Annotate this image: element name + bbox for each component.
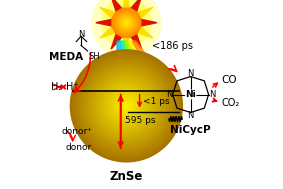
Text: N: N	[187, 111, 194, 120]
Circle shape	[118, 14, 135, 31]
Circle shape	[113, 93, 140, 119]
Polygon shape	[132, 35, 142, 49]
Text: <186 ps: <186 ps	[152, 41, 193, 51]
Polygon shape	[123, 0, 129, 7]
Text: CO₂: CO₂	[222, 98, 240, 108]
Circle shape	[117, 96, 136, 115]
Text: H⁺: H⁺	[66, 82, 78, 92]
Circle shape	[75, 55, 177, 157]
Text: N: N	[209, 90, 215, 99]
Polygon shape	[142, 20, 157, 26]
Polygon shape	[111, 0, 121, 11]
Circle shape	[79, 59, 174, 153]
Circle shape	[87, 66, 166, 146]
Circle shape	[123, 19, 130, 26]
Circle shape	[92, 72, 160, 140]
Circle shape	[74, 53, 179, 159]
Circle shape	[102, 81, 151, 130]
Circle shape	[121, 17, 132, 28]
Circle shape	[116, 12, 137, 33]
Circle shape	[124, 21, 128, 25]
Text: <1 ps: <1 ps	[143, 97, 170, 106]
Circle shape	[104, 83, 149, 129]
Circle shape	[81, 60, 172, 151]
Circle shape	[112, 8, 142, 38]
Text: SH: SH	[88, 52, 100, 61]
Polygon shape	[125, 41, 134, 54]
Polygon shape	[128, 41, 140, 54]
Circle shape	[110, 7, 142, 39]
Circle shape	[77, 57, 175, 155]
Circle shape	[100, 79, 153, 132]
Text: N: N	[166, 90, 172, 99]
Polygon shape	[121, 41, 128, 54]
Circle shape	[119, 15, 134, 30]
Circle shape	[91, 0, 162, 58]
Text: ZnSe: ZnSe	[110, 170, 143, 183]
Circle shape	[125, 22, 127, 24]
Circle shape	[96, 76, 156, 136]
Polygon shape	[111, 35, 121, 49]
Polygon shape	[100, 28, 114, 38]
Circle shape	[125, 104, 128, 108]
Circle shape	[98, 77, 155, 134]
Circle shape	[122, 18, 131, 27]
Circle shape	[94, 74, 158, 138]
Circle shape	[91, 70, 162, 142]
Text: CO: CO	[222, 75, 237, 85]
Circle shape	[120, 16, 133, 29]
Polygon shape	[117, 41, 123, 54]
Text: MEDA: MEDA	[49, 52, 83, 62]
Circle shape	[111, 91, 142, 121]
Text: 595 ps: 595 ps	[125, 116, 156, 125]
Polygon shape	[100, 7, 114, 17]
Text: Ni: Ni	[185, 90, 196, 99]
Polygon shape	[138, 7, 153, 17]
Polygon shape	[123, 38, 129, 53]
Circle shape	[101, 0, 152, 48]
Circle shape	[123, 102, 130, 110]
Circle shape	[119, 98, 134, 113]
Text: N: N	[187, 69, 194, 78]
Circle shape	[121, 100, 132, 112]
Polygon shape	[96, 20, 111, 26]
Circle shape	[70, 49, 183, 163]
Polygon shape	[132, 0, 142, 11]
Text: donor: donor	[66, 143, 92, 152]
Text: NiCycP: NiCycP	[170, 125, 211, 135]
Circle shape	[115, 11, 138, 34]
Circle shape	[115, 94, 138, 117]
Circle shape	[89, 68, 164, 144]
Text: H₂: H₂	[51, 82, 62, 92]
Circle shape	[85, 64, 168, 147]
Circle shape	[112, 9, 140, 37]
Circle shape	[109, 89, 143, 123]
Circle shape	[72, 51, 181, 161]
Circle shape	[117, 13, 136, 32]
Circle shape	[113, 10, 139, 36]
Circle shape	[83, 62, 170, 149]
Text: donor⁺: donor⁺	[61, 127, 92, 136]
Text: N: N	[78, 30, 84, 40]
Polygon shape	[132, 41, 145, 54]
Circle shape	[108, 87, 145, 125]
Polygon shape	[138, 28, 153, 38]
Circle shape	[106, 85, 147, 127]
